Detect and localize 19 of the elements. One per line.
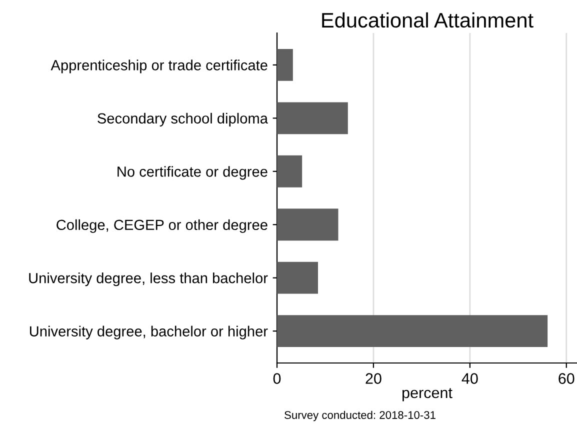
- x-tick-label: 40: [462, 373, 478, 384]
- bar: [277, 262, 318, 294]
- y-tick-label: University degree, less than bachelor: [29, 272, 268, 286]
- bar: [277, 155, 302, 188]
- y-tick-label: Secondary school diploma: [98, 112, 268, 126]
- chart-title: Educational Attainment: [322, 12, 534, 28]
- y-tick-label: University degree, bachelor or higher: [30, 326, 268, 340]
- y-tick-label: College, CEGEP or other degree: [56, 219, 268, 233]
- text: Survey conducted: 2018-10-31: [284, 410, 436, 422]
- bar: [277, 48, 293, 81]
- x-axis-title: percent: [402, 388, 452, 402]
- y-tick-label: Apprenticeship or trade certificate: [50, 60, 268, 74]
- bar: [277, 102, 348, 134]
- x-tick-label: 0: [273, 373, 281, 384]
- bar: [277, 315, 548, 348]
- bar: [277, 208, 338, 241]
- y-tick-label: No certificate or degree: [118, 166, 268, 180]
- x-tick-label: 20: [366, 373, 382, 384]
- x-tick-label: 60: [558, 373, 574, 384]
